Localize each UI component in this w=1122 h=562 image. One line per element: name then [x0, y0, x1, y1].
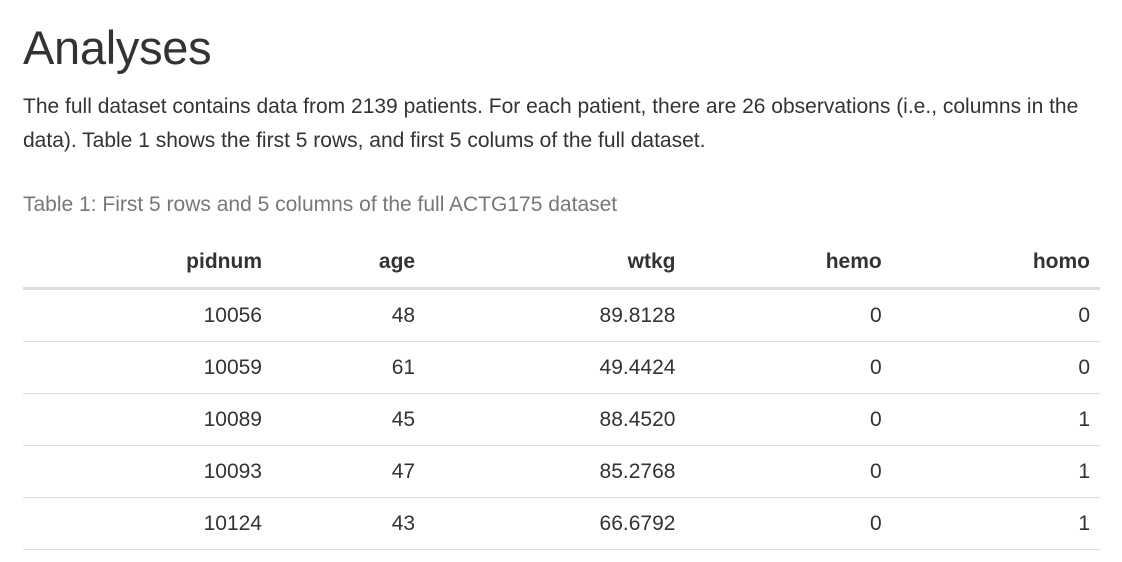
table-cell-age: 47	[272, 445, 426, 498]
intro-paragraph: The full dataset contains data from 2139…	[23, 95, 1079, 152]
column-header-wtkg: wtkg	[425, 237, 686, 290]
table-cell-pidnum: 10093	[23, 445, 272, 498]
table-cell-homo: 1	[891, 393, 1100, 446]
table-cell-homo: 1	[891, 497, 1100, 550]
column-header-age: age	[272, 237, 426, 290]
data-table: pidnum age wtkg hemo homo 10056 48 89.81…	[23, 237, 1100, 550]
table-cell-homo: 0	[891, 288, 1100, 342]
table-cell-homo: 1	[891, 445, 1100, 498]
table-row: 10093 47 85.2768 0 1	[23, 445, 1100, 498]
table-cell-wtkg: 89.8128	[425, 288, 686, 342]
table-cell-hemo: 0	[685, 288, 892, 342]
table-cell-pidnum: 10124	[23, 497, 272, 550]
table-cell-age: 61	[272, 341, 426, 394]
table-cell-hemo: 0	[685, 445, 892, 498]
table-cell-pidnum: 10056	[23, 288, 272, 342]
table-cell-pidnum: 10059	[23, 341, 272, 394]
table-cell-wtkg: 85.2768	[425, 445, 686, 498]
table-cell-wtkg: 49.4424	[425, 341, 686, 394]
table-cell-hemo: 0	[685, 497, 892, 550]
section-heading: Analyses	[23, 21, 212, 74]
table-cell-wtkg: 88.4520	[425, 393, 686, 446]
table-row: 10124 43 66.6792 0 1	[23, 497, 1100, 550]
table-cell-wtkg: 66.6792	[425, 497, 686, 550]
column-header-homo: homo	[891, 237, 1100, 290]
column-header-pidnum: pidnum	[23, 237, 272, 290]
table-cell-age: 43	[272, 497, 426, 550]
table-cell-pidnum: 10089	[23, 393, 272, 446]
table-cell-homo: 0	[891, 341, 1100, 394]
column-header-hemo: hemo	[685, 237, 892, 290]
table-row: 10089 45 88.4520 0 1	[23, 393, 1100, 446]
table-header-row: pidnum age wtkg hemo homo	[23, 237, 1100, 290]
table-caption: Table 1: First 5 rows and 5 columns of t…	[23, 193, 618, 216]
table-cell-hemo: 0	[685, 393, 892, 446]
table-row: 10056 48 89.8128 0 0	[23, 288, 1100, 342]
table-row: 10059 61 49.4424 0 0	[23, 341, 1100, 394]
table-cell-age: 45	[272, 393, 426, 446]
table-cell-age: 48	[272, 288, 426, 342]
table-cell-hemo: 0	[685, 341, 892, 394]
